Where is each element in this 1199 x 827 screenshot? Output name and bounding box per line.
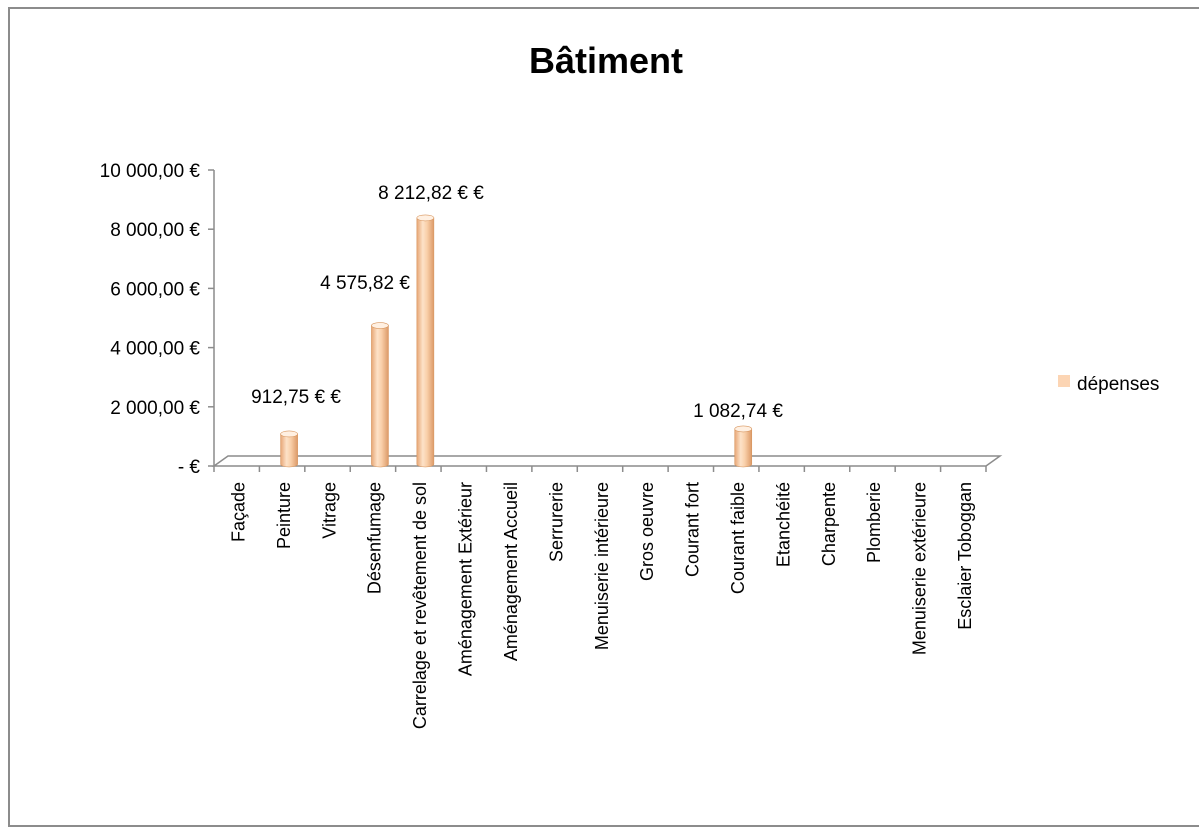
chart-floor — [211, 455, 1003, 467]
legend-swatch — [1058, 375, 1070, 387]
bars — [280, 214, 753, 468]
x-tick-label: Menuiserie extérieure — [910, 482, 930, 655]
data-label: 1 082,74 € — [693, 401, 783, 422]
chart-title: Bâtiment — [529, 40, 683, 81]
data-label: 912,75 € € — [251, 387, 341, 408]
bar — [734, 425, 753, 468]
data-label: 4 575,82 € — [320, 273, 410, 294]
x-tick-label: Vitrage — [319, 482, 339, 539]
y-tick-label: 2 000,00 € — [110, 398, 200, 419]
x-tick-label: Serrurerie — [546, 482, 566, 562]
x-tick-label: Carrelage et revêtement de sol — [410, 482, 430, 729]
x-tick-label: Aménagement Accueil — [501, 482, 521, 661]
y-tick-label: 4 000,00 € — [110, 339, 200, 360]
x-tick-label: Gros oeuvre — [637, 482, 657, 581]
x-tick-label: Menuiserie intérieure — [592, 482, 612, 650]
x-tick-label: Courant faible — [728, 482, 748, 594]
x-tick-label: Esclaier Toboggan — [955, 482, 975, 630]
y-tick-label: 6 000,00 € — [110, 279, 200, 300]
x-tick-label: Plomberie — [864, 482, 884, 563]
legend: dépenses — [1058, 374, 1159, 395]
data-label: 8 212,82 € € — [378, 183, 484, 204]
x-tick-label: Etanchéité — [773, 482, 793, 567]
x-tick-label: Façade — [228, 482, 248, 542]
x-tick-label: Charpente — [819, 482, 839, 566]
bar — [280, 430, 298, 468]
y-tick-label: 8 000,00 € — [110, 220, 200, 241]
x-tick-label: Courant fort — [683, 482, 703, 577]
x-tick-label: Aménagement Extérieur — [456, 482, 476, 676]
bar — [371, 322, 389, 468]
data-labels: 912,75 € € 4 575,82 € 8 212,82 € € 1 082,74… — [251, 183, 783, 422]
legend-label: dépenses — [1077, 374, 1159, 395]
chart-frame — [8, 7, 1199, 827]
axes: - € 2 000,00 € 4 000,00 € 6 000,00 € 8 000,0… — [100, 161, 1003, 729]
x-tick-label: Peinture — [274, 482, 294, 549]
y-tick-label: 10 000,00 € — [100, 161, 201, 182]
x-tick-label: Désenfumage — [365, 482, 385, 594]
y-tick-label: - € — [178, 457, 201, 478]
bar — [416, 214, 435, 468]
